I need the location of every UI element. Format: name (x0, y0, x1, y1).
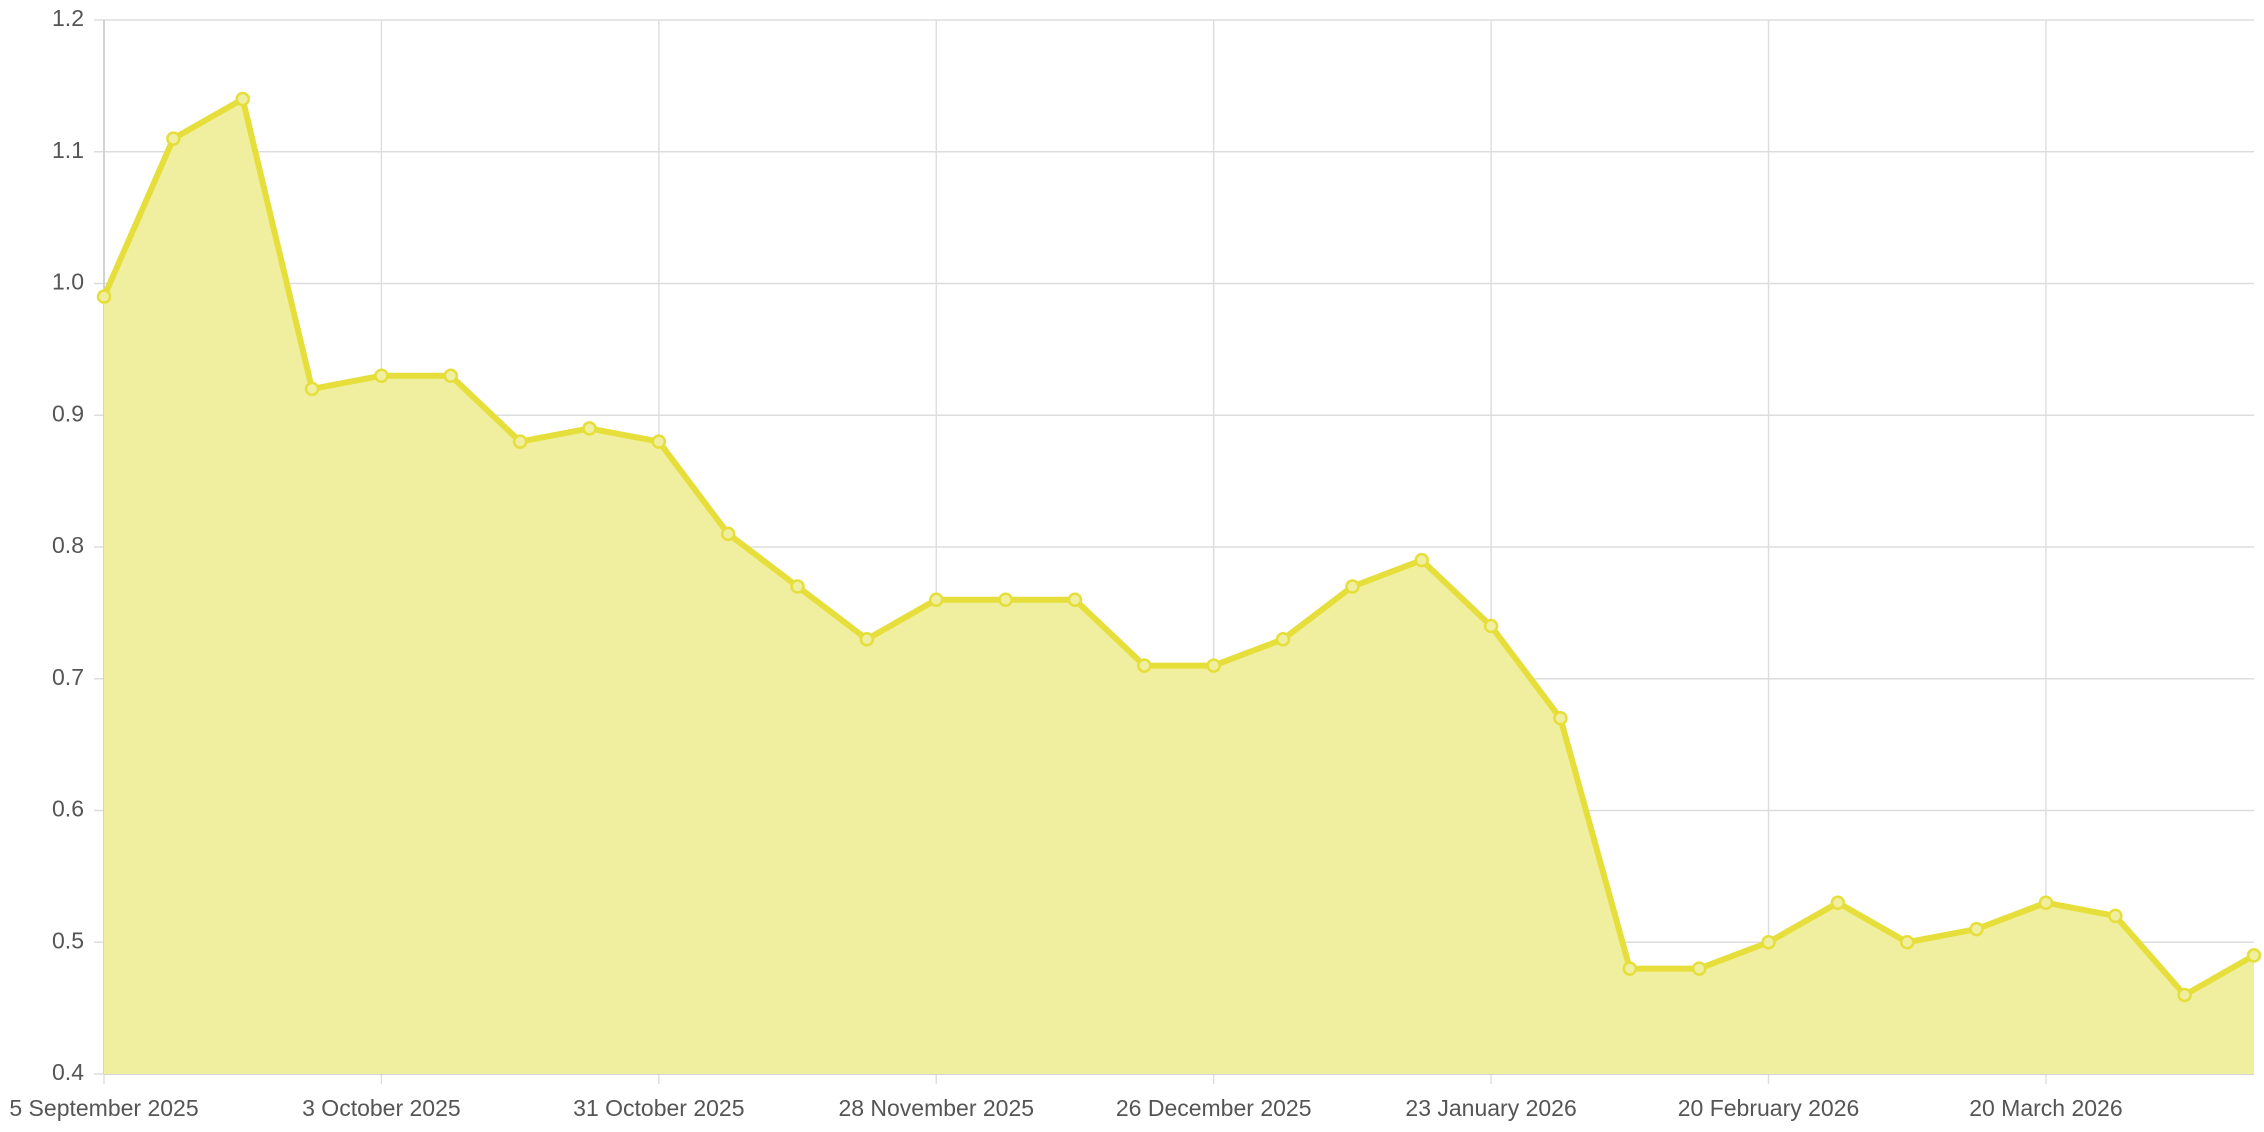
x-tick-label: 28 November 2025 (838, 1095, 1034, 1121)
data-point (2246, 948, 2262, 963)
data-point (1622, 961, 1638, 976)
data-point (304, 381, 320, 397)
x-tick-label: 5 September 2025 (9, 1095, 198, 1121)
data-point (859, 631, 875, 647)
x-tick-label: 20 March 2026 (1969, 1095, 2122, 1121)
y-tick-label: 1.1 (52, 137, 84, 163)
data-point (582, 421, 597, 436)
data-point (1830, 895, 1846, 910)
y-tick-label: 1.2 (52, 5, 84, 31)
y-tick-label: 0.7 (52, 664, 84, 690)
data-point (374, 368, 389, 383)
area-fill (104, 99, 2254, 1075)
data-point (929, 592, 944, 607)
y-tick-label: 1.0 (52, 269, 84, 295)
data-point (1137, 658, 1152, 673)
data-point (96, 289, 112, 304)
data-point (1969, 921, 1984, 937)
data-point (1761, 935, 1776, 950)
x-tick-label: 20 February 2026 (1678, 1095, 1860, 1121)
data-point (1691, 961, 1707, 976)
data-point (1275, 631, 1291, 647)
x-tick-label: 31 October 2025 (573, 1095, 744, 1121)
data-point (166, 131, 181, 146)
y-tick-label: 0.8 (52, 532, 84, 558)
data-point (2177, 987, 2192, 1003)
data-point (2108, 908, 2123, 924)
y-tick-label: 0.6 (52, 796, 84, 822)
data-point (790, 579, 805, 594)
x-tick-label: 23 January 2026 (1405, 1095, 1576, 1121)
y-tick-label: 0.5 (52, 927, 84, 953)
data-point (720, 526, 736, 542)
data-point (235, 91, 250, 107)
data-point (998, 592, 1013, 607)
data-point (1414, 552, 1429, 568)
x-tick-label: 3 October 2025 (302, 1095, 461, 1121)
data-point (512, 434, 528, 449)
data-point (2038, 895, 2054, 910)
line (101, 96, 2256, 998)
data-point (1206, 658, 1221, 673)
data-point (443, 368, 459, 383)
data-point (1345, 579, 1360, 594)
data-point (1067, 592, 1083, 607)
x-tick-label: 26 December 2025 (1116, 1095, 1312, 1121)
data-point (1553, 711, 1568, 726)
data-point (1483, 618, 1499, 634)
data-point (651, 434, 667, 449)
y-tick-label: 0.9 (52, 400, 84, 426)
data-point (1899, 935, 1915, 950)
y-tick-label: 0.4 (52, 1059, 84, 1085)
